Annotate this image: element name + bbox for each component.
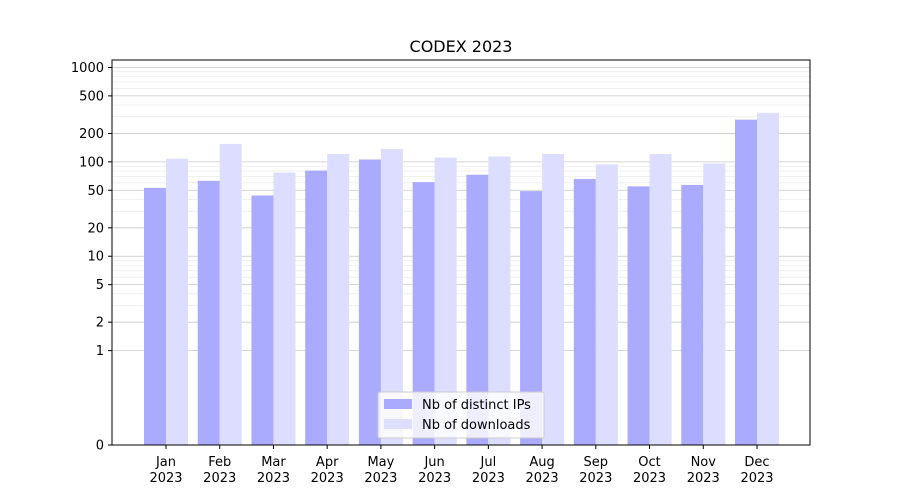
y-tick-label: 10 bbox=[87, 250, 104, 265]
legend-label-distinct-ips: Nb of distinct IPs bbox=[422, 398, 531, 413]
y-tick-label: 100 bbox=[79, 155, 104, 170]
x-tick-sublabel: 2023 bbox=[149, 471, 182, 486]
x-tick-sublabel: 2023 bbox=[311, 471, 344, 486]
x-tick-label: Feb bbox=[208, 455, 231, 470]
y-axis: 0 1 2 5 10 20 50 100 200 500 1000 bbox=[71, 61, 112, 454]
x-tick-sublabel: 2023 bbox=[579, 471, 612, 486]
bar-aug-downloads bbox=[542, 154, 565, 446]
bar-sep-downloads bbox=[595, 164, 618, 446]
bar-jan-distinct-ips bbox=[144, 187, 166, 446]
y-tick-label: 1 bbox=[96, 344, 104, 359]
legend-box bbox=[377, 391, 545, 439]
chart-title: CODEX 2023 bbox=[410, 37, 513, 56]
bar-nov-distinct-ips bbox=[681, 184, 704, 446]
bar-apr-downloads bbox=[327, 154, 350, 446]
bars bbox=[144, 112, 779, 446]
bar-oct-downloads bbox=[649, 154, 672, 446]
bar-dec-distinct-ips bbox=[735, 119, 757, 445]
bar-jan-downloads bbox=[166, 158, 188, 445]
legend-label-downloads: Nb of downloads bbox=[422, 418, 531, 433]
bar-apr-distinct-ips bbox=[305, 170, 328, 445]
bar-sep-distinct-ips bbox=[573, 178, 596, 445]
bar-nov-downloads bbox=[703, 163, 726, 446]
x-tick-sublabel: 2023 bbox=[203, 471, 236, 486]
x-tick-sublabel: 2023 bbox=[364, 471, 397, 486]
x-tick-label: Mar bbox=[261, 455, 286, 470]
legend-swatch-distinct-ips bbox=[384, 399, 412, 409]
y-tick-label: 0 bbox=[96, 439, 104, 454]
bar-mar-distinct-ips bbox=[251, 195, 274, 445]
x-tick-label: Jan bbox=[155, 455, 176, 470]
y-tick-label: 1000 bbox=[71, 61, 104, 76]
bar-mar-downloads bbox=[273, 172, 296, 445]
x-tick-label: May bbox=[367, 455, 394, 470]
x-tick-sublabel: 2023 bbox=[526, 471, 559, 486]
x-tick-sublabel: 2023 bbox=[418, 471, 451, 486]
y-tick-label: 200 bbox=[79, 127, 104, 142]
bar-feb-downloads bbox=[219, 143, 242, 445]
x-tick-label: Jun bbox=[423, 455, 444, 470]
x-tick-label: Dec bbox=[744, 455, 769, 470]
bar-may-downloads bbox=[380, 148, 403, 445]
bar-jun-downloads bbox=[434, 157, 457, 446]
x-tick-sublabel: 2023 bbox=[472, 471, 505, 486]
x-tick-sublabel: 2023 bbox=[687, 471, 720, 486]
x-axis: Jan2023Feb2023Mar2023Apr2023May2023Jun20… bbox=[149, 445, 774, 486]
y-tick-label: 20 bbox=[87, 221, 104, 236]
bar-jul-distinct-ips bbox=[466, 174, 489, 445]
x-tick-sublabel: 2023 bbox=[257, 471, 290, 486]
x-tick-label: Sep bbox=[584, 455, 609, 470]
x-tick-label: Aug bbox=[529, 455, 554, 470]
y-tick-label: 5 bbox=[96, 278, 104, 293]
x-tick-label: Apr bbox=[316, 455, 339, 470]
bar-dec-downloads bbox=[757, 112, 779, 446]
x-tick-label: Nov bbox=[691, 455, 717, 470]
x-tick-label: Jul bbox=[480, 455, 497, 470]
bar-may-distinct-ips bbox=[358, 159, 381, 445]
bar-feb-distinct-ips bbox=[197, 180, 220, 445]
x-tick-sublabel: 2023 bbox=[740, 471, 773, 486]
bar-jul-downloads bbox=[488, 156, 511, 445]
bar-oct-distinct-ips bbox=[627, 186, 650, 445]
bar-aug-distinct-ips bbox=[520, 191, 543, 445]
legend-swatch-downloads bbox=[384, 419, 412, 429]
y-tick-label: 50 bbox=[87, 184, 104, 199]
y-tick-label: 2 bbox=[96, 316, 104, 331]
x-tick-sublabel: 2023 bbox=[633, 471, 666, 486]
legend: Nb of distinct IPs Nb of downloads bbox=[377, 391, 545, 439]
bar-jun-distinct-ips bbox=[412, 182, 435, 445]
x-tick-label: Oct bbox=[638, 455, 660, 470]
y-tick-label: 500 bbox=[79, 89, 104, 104]
plot-frame bbox=[111, 59, 811, 446]
